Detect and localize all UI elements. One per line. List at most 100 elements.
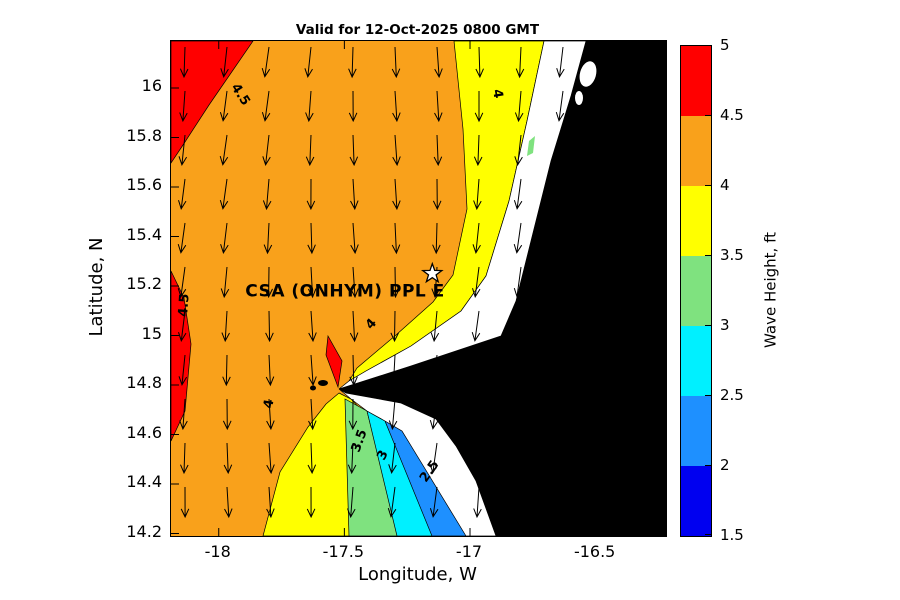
coastal-islet [579,61,597,87]
wave-arrow [307,222,316,255]
y-tick-label: 14.6 [126,422,162,442]
colorbar-tick-mark [705,185,711,186]
wave-arrow [392,90,401,123]
x-tick-label: -17.5 [322,542,365,561]
wave-arrow [221,310,230,343]
wave-arrow [472,222,481,254]
wave-arrow [307,266,317,299]
wave-arrow [513,222,523,254]
colorbar-tick-label: 1.5 [720,526,744,544]
land-layer [310,41,666,536]
wave-arrow [263,222,273,255]
wave-arrow [429,486,439,518]
colorbar-tick-label: 5 [720,36,730,54]
x-tick-label: -18 [204,542,231,561]
wave-arrow [219,90,229,122]
coastal-islet [575,91,583,105]
wave-arrow [515,46,525,79]
wave-arrow [350,266,359,299]
wave-arrow [219,134,229,166]
wave-arrow [179,90,188,123]
wave-arrow [430,310,440,343]
wave-arrow [429,442,439,474]
wave-arrow [223,442,233,475]
axis-tick-marks [171,41,666,536]
wave-arrow [391,266,400,299]
wave-arrow [178,178,187,210]
colorbar-label: Wave Height, ft [761,232,780,348]
wave-arrow [222,398,232,431]
wave-arrow [177,222,187,254]
wave-arrow [306,178,316,211]
wave-arrow [305,90,314,123]
wave-arrow [473,178,482,211]
wave-arrow [347,442,357,475]
contour-label: 4.5 [176,293,193,317]
wave-arrow [555,90,565,122]
wave-arrow [392,134,401,167]
annotation-layer: CSA (ONHYM) PPL E [245,282,444,302]
wave-arrow [266,398,275,431]
wave-arrow [392,178,401,211]
wave-arrow [266,486,275,519]
wave-arrow [434,46,443,79]
wave-arrow [390,310,399,343]
site-star-marker [420,261,444,284]
wave-arrow [220,222,229,254]
site-marker-layer [420,261,444,284]
colorbar-segment-cyan [681,326,711,396]
wave-arrow [556,46,565,78]
wave-arrow [472,266,481,298]
wave-arrow [391,46,401,79]
wave-arrow [262,178,272,211]
colorbar-tick-label: 2 [720,456,730,474]
wave-arrow [219,178,229,210]
colorbar-tick-mark [705,255,711,256]
contour-region-green [344,398,400,536]
wave-arrow [391,222,401,255]
colorbar-tick-mark [705,465,711,466]
wave-arrow [178,310,187,342]
colorbar-tick-mark [705,534,711,535]
wave-arrow [432,222,441,255]
wave-arrow [224,486,233,519]
wave-arrow [222,354,231,387]
x-tick-label: -16.5 [573,542,616,561]
wave-arrow [348,46,357,79]
wave-arrow [178,134,188,166]
x-tick-label: -17 [455,542,483,561]
wave-arrow [308,310,317,343]
wave-arrow [348,398,358,431]
map-plot-area: CSA (ONHYM) PPL E 4.5 4 4.5 4 4 3.5 3 2.5 [170,40,667,537]
colorbar-tick-label: 3 [720,316,730,334]
wave-arrow [308,354,317,387]
contour-region-green-sliver [527,136,535,156]
colorbar-tick-mark [705,325,711,326]
wave-arrow [514,134,523,166]
wave-arrow [434,90,443,123]
wave-arrow [387,486,397,518]
wave-arrow [388,442,397,474]
wave-arrow [261,46,271,78]
wave-arrow [264,266,273,299]
y-tick-label: 14.8 [126,373,162,393]
contour-label: 3.5 [349,428,371,455]
wave-arrow [304,46,313,78]
wave-arrow [433,134,443,167]
wave-arrow [262,134,271,166]
colorbar-tick-label: 2.5 [720,386,744,404]
wave-arrow [265,310,274,343]
wave-arrow [178,354,188,386]
colorbar-segment-orange [681,116,711,186]
y-tick-label: 14.4 [126,472,162,492]
colorbar-tick-label: 4.5 [720,106,744,124]
colorbar-segment-red [681,46,711,116]
y-tick-label: 15.8 [126,125,162,145]
wave-arrow [220,266,230,299]
y-tick-label: 15 [141,323,162,343]
wave-arrow [179,46,189,79]
wave-arrow [349,134,359,167]
wave-arrow [473,486,482,519]
